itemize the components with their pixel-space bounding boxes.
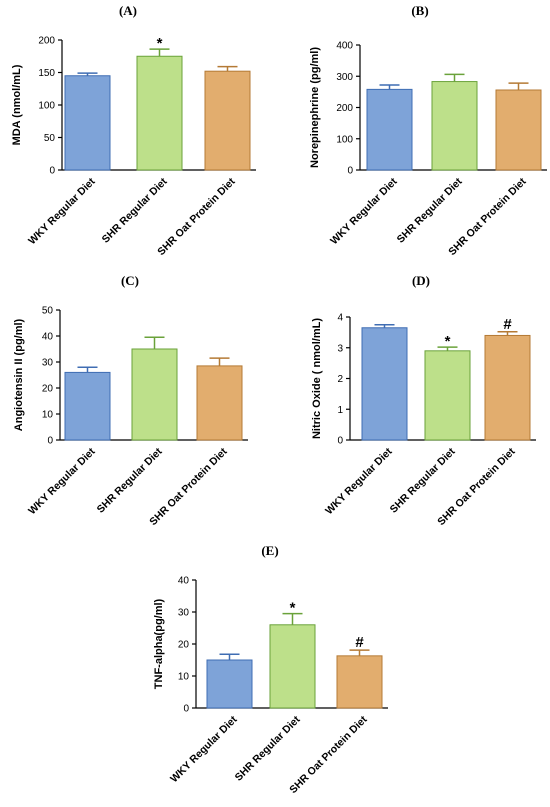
y-axis-label: Nitric Oxide ( nmol/mL) xyxy=(311,318,323,439)
x-category-label: WKY Regular Diet xyxy=(26,445,98,517)
chart-panel-4: (D) 0 1 2 3 4 Nitric Oxide ( nmol/mL)WKY Regul… xyxy=(311,273,536,528)
x-category-label: SHR Oat Protein Diet xyxy=(155,175,238,258)
bar xyxy=(361,327,408,441)
bar xyxy=(64,371,111,441)
y-axis-label: TNF-alpha(pg/ml) xyxy=(153,598,165,689)
y-tick-label: 0 xyxy=(337,436,343,447)
x-category-label: WKY Regular Diet xyxy=(323,445,395,517)
y-tick-label: 40 xyxy=(42,332,54,343)
bar xyxy=(484,334,531,441)
bar xyxy=(206,659,253,709)
y-tick-label: 300 xyxy=(336,72,353,83)
significance-marker: # xyxy=(503,316,512,333)
bar xyxy=(136,55,183,171)
y-tick-label: 0 xyxy=(49,166,55,177)
chart-panel-1: (A) 0 50 100 150 200 MDA (nmol/mL) WKY Regular … xyxy=(11,3,256,258)
chart-panel-2: (B) 0 100 200 300 400 Norepinephrine (pg/ml) WK… xyxy=(309,3,547,258)
y-axis-label: MDA (nmol/mL) xyxy=(11,64,23,145)
y-tick-label: 4 xyxy=(337,313,343,324)
x-category-label: SHR Regular Diet xyxy=(233,713,303,783)
x-category-label: WKY Regular Diet xyxy=(328,175,400,247)
bar xyxy=(204,70,251,171)
y-tick-label: 1 xyxy=(337,405,343,416)
bar xyxy=(366,88,413,171)
bar xyxy=(131,348,178,441)
bar xyxy=(336,655,383,709)
bar xyxy=(431,81,478,171)
y-tick-label: 3 xyxy=(337,343,343,354)
panel-label: (C) xyxy=(121,273,139,288)
panel-label: (D) xyxy=(412,273,430,288)
panel-label: (B) xyxy=(411,3,428,18)
y-tick-label: 2 xyxy=(337,374,343,385)
y-tick-label: 0 xyxy=(47,436,53,447)
x-category-label: WKY Regular Diet xyxy=(26,175,98,247)
bar xyxy=(495,89,542,171)
bar xyxy=(196,365,243,441)
y-tick-label: 100 xyxy=(38,101,55,112)
y-tick-label: 100 xyxy=(336,134,353,145)
y-axis-label: Angiotensin II (pg/ml) xyxy=(13,318,25,431)
y-tick-label: 200 xyxy=(336,103,353,114)
x-category-label: SHR Regular Diet xyxy=(388,445,458,515)
y-tick-label: 0 xyxy=(183,704,189,715)
y-tick-label: 10 xyxy=(42,410,54,421)
y-tick-label: 200 xyxy=(38,36,55,47)
y-tick-label: 50 xyxy=(44,133,56,144)
bar xyxy=(64,75,111,171)
y-tick-label: 0 xyxy=(347,166,353,177)
panel-label: (A) xyxy=(119,3,137,18)
chart-panel-5: (E) 0 10 20 30 40 TNF-alpha(pg/ml) WKY Regular … xyxy=(153,543,388,796)
y-tick-label: 150 xyxy=(38,68,55,79)
y-tick-label: 50 xyxy=(42,306,54,317)
y-tick-label: 400 xyxy=(336,41,353,52)
bar xyxy=(269,624,316,709)
chart-panel-3: (C) 0 10 20 30 40 50 Angiotensin II (pg/ml) WKY … xyxy=(13,273,248,528)
panel-label: (E) xyxy=(261,543,278,558)
x-category-label: WKY Regular Diet xyxy=(168,713,240,785)
y-tick-label: 20 xyxy=(178,640,190,651)
x-category-label: SHR Oat Protein Diet xyxy=(287,713,370,796)
x-category-label: SHR Regular Diet xyxy=(395,175,465,245)
y-tick-label: 10 xyxy=(178,672,190,683)
bar xyxy=(424,350,471,441)
significance-marker: * xyxy=(445,333,451,350)
significance-marker: * xyxy=(157,35,163,52)
y-tick-label: 30 xyxy=(178,608,190,619)
y-tick-label: 30 xyxy=(42,358,54,369)
x-category-label: SHR Regular Diet xyxy=(100,175,170,245)
significance-marker: * xyxy=(290,600,296,617)
y-tick-label: 20 xyxy=(42,384,54,395)
x-category-label: SHR Regular Diet xyxy=(95,445,165,515)
y-axis-label: Norepinephrine (pg/ml) xyxy=(309,47,321,168)
significance-marker: # xyxy=(355,634,364,651)
y-tick-label: 40 xyxy=(178,576,190,587)
